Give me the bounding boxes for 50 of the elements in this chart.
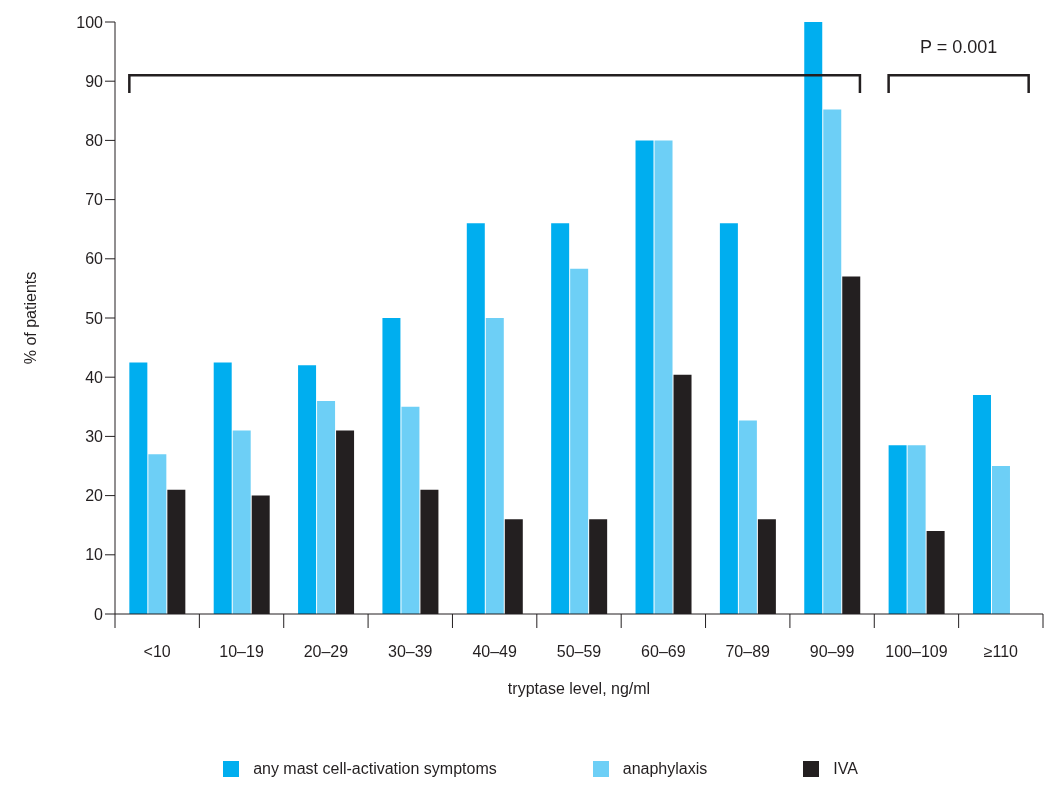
bar [907, 445, 926, 614]
bar [382, 318, 401, 614]
bar [738, 420, 757, 614]
bar [232, 430, 251, 614]
x-tick-label: 70–89 [725, 643, 771, 661]
x-tick-label: 40–49 [472, 643, 517, 661]
bar [466, 223, 485, 614]
y-tick-label: 90 [85, 72, 104, 90]
bar [148, 454, 167, 614]
y-tick-label: 30 [85, 428, 104, 446]
bar [570, 268, 589, 614]
legend-label: IVA [833, 760, 858, 778]
y-tick-label: 70 [85, 191, 104, 209]
y-axis-title: % of patients [21, 271, 39, 365]
x-tick-label: 10–19 [219, 643, 264, 661]
y-tick-label: 40 [85, 368, 104, 386]
bar [213, 362, 232, 614]
x-tick-label: 100–109 [885, 643, 948, 661]
legend-label: any mast cell-activation symptoms [253, 760, 497, 778]
bar [972, 394, 991, 614]
bar [129, 362, 148, 614]
y-tick-label: 80 [85, 132, 104, 150]
legend-label: anaphylaxis [622, 760, 708, 778]
x-tick-label: <10 [143, 643, 171, 661]
x-tick-label: 50–59 [556, 643, 602, 661]
bar [654, 140, 673, 614]
bar [317, 400, 336, 614]
x-axis-title: tryptase level, ng/ml [507, 680, 651, 697]
y-tick-label: 20 [85, 487, 104, 505]
y-tick-label: 100 [76, 13, 104, 31]
bar [551, 223, 570, 614]
bar [635, 140, 654, 614]
y-tick-label: 50 [85, 309, 104, 327]
bar [719, 223, 738, 614]
bar [888, 445, 907, 614]
bar [804, 22, 823, 614]
bar [485, 318, 504, 614]
x-tick-label: 20–29 [303, 643, 349, 661]
bar [823, 109, 842, 614]
bar [401, 406, 420, 614]
x-tick-label: ≥110 [983, 643, 1019, 661]
y-tick-label: 10 [85, 546, 104, 564]
bar [298, 365, 317, 614]
x-tick-label: 30–39 [388, 643, 433, 661]
bar [991, 466, 1010, 614]
x-tick-label: 60–69 [641, 643, 686, 661]
x-tick-label: 90–99 [809, 643, 855, 661]
y-tick-label: 60 [85, 250, 104, 268]
y-tick-label: 0 [94, 605, 104, 623]
annotation: P = 0.001 [920, 37, 998, 58]
